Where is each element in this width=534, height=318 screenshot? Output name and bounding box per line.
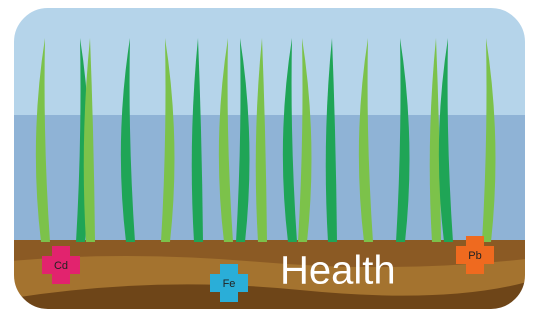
marker-label: Fe bbox=[223, 278, 236, 290]
scene bbox=[0, 0, 534, 318]
marker-label: Cd bbox=[54, 260, 68, 272]
marker-label: Pb bbox=[468, 250, 481, 262]
sky bbox=[0, 0, 534, 118]
illustration: Cd Fe Pb Health bbox=[0, 0, 534, 318]
caption: Health bbox=[280, 249, 396, 293]
page: Cd Fe Pb Health (() => { const data = JS… bbox=[0, 0, 534, 318]
